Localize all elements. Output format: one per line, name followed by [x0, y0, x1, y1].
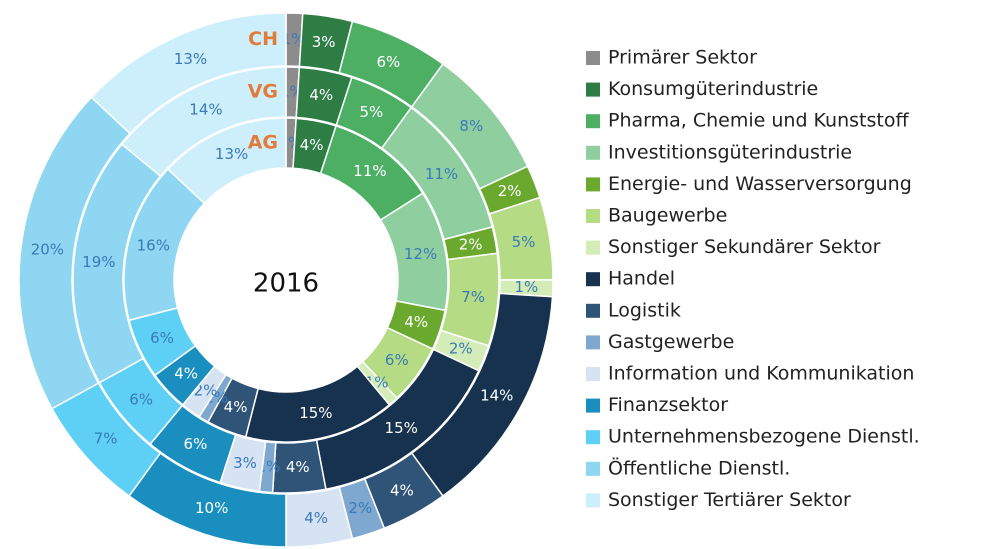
legend-swatch	[586, 461, 600, 476]
data-label: 2%	[449, 340, 473, 358]
legend-label: Logistik	[608, 299, 681, 321]
data-label: 3%	[312, 33, 336, 51]
legend-swatch	[586, 82, 600, 97]
data-label: 4%	[300, 136, 324, 154]
data-label: 10%	[195, 499, 228, 517]
ring-label: VG	[248, 81, 278, 103]
data-label: 14%	[480, 386, 513, 404]
data-label: 4%	[224, 398, 248, 416]
data-label: 6%	[385, 351, 409, 369]
legend-label: Pharma, Chemie und Kunststoff	[608, 110, 909, 132]
data-label: 13%	[215, 145, 248, 163]
data-label: 2%	[459, 235, 483, 253]
data-label: 4%	[390, 481, 414, 499]
data-label: 19%	[82, 253, 115, 271]
legend-label: Unternehmensbezogene Dienstl.	[608, 426, 920, 448]
legend-swatch	[586, 177, 600, 192]
data-label: 2%	[498, 182, 522, 200]
data-label: 5%	[359, 103, 383, 121]
data-label: 12%	[404, 245, 437, 263]
legend-swatch	[586, 114, 600, 129]
legend-swatch	[586, 398, 600, 413]
legend-swatch	[586, 303, 600, 318]
data-label: 4%	[309, 86, 333, 104]
data-label: 3%	[233, 454, 257, 472]
legend-swatch	[586, 335, 600, 350]
legend-label: Baugewerbe	[608, 205, 727, 227]
data-label: 13%	[174, 50, 207, 68]
legend-swatch	[586, 240, 600, 255]
legend-label: Investitionsgüterindustrie	[608, 141, 852, 163]
data-label: 11%	[425, 165, 458, 183]
legend-label: Information und Kommunikation	[608, 363, 914, 385]
legend-label: Primärer Sektor	[608, 47, 757, 69]
legend-swatch	[586, 272, 600, 287]
legend-swatch	[586, 367, 600, 381]
legend-label: Sonstiger Tertiärer Sektor	[608, 489, 851, 511]
data-label: 4%	[174, 364, 198, 382]
legend-label: Gastgewerbe	[608, 331, 734, 353]
data-label: 6%	[377, 53, 401, 71]
data-label: 4%	[286, 458, 310, 476]
data-label: 5%	[512, 233, 536, 251]
legend-swatch	[586, 493, 600, 508]
legend-label: Sonstiger Sekundärer Sektor	[608, 236, 881, 258]
legend-label: Energie- und Wasserversorgung	[608, 173, 912, 195]
ring-label: CH	[248, 28, 278, 50]
donut-segment	[166, 117, 287, 205]
data-label: 4%	[304, 509, 328, 527]
data-label: 20%	[31, 240, 64, 258]
legend-swatch	[586, 51, 600, 65]
data-label: 6%	[150, 329, 174, 347]
ring-label: AG	[248, 132, 278, 154]
donut-segment	[120, 66, 287, 178]
data-label: 6%	[184, 435, 208, 453]
data-label: 15%	[299, 404, 332, 422]
legend-label: Finanzsektor	[608, 394, 728, 416]
data-label: 8%	[459, 117, 483, 135]
data-label: 14%	[189, 100, 222, 118]
legend-swatch	[586, 209, 600, 223]
legend-label: Konsumgüterindustrie	[608, 78, 818, 100]
donut-segment	[90, 12, 287, 135]
data-label: 6%	[129, 390, 153, 408]
data-label: 2%	[348, 499, 372, 517]
data-label: 2%	[194, 381, 218, 399]
center-label: 2016	[253, 269, 319, 299]
data-label: 11%	[353, 162, 386, 180]
legend-label: Öffentliche Dienstl.	[608, 456, 790, 479]
data-label: 7%	[461, 288, 485, 306]
legend-swatch	[586, 145, 600, 160]
data-label: 4%	[404, 313, 428, 331]
data-label: 1%	[282, 30, 306, 48]
data-label: 1%	[514, 278, 538, 296]
data-label: 15%	[385, 419, 418, 437]
legend-label: Handel	[608, 268, 675, 290]
data-label: 16%	[137, 236, 170, 254]
data-label: 7%	[94, 430, 118, 448]
legend-swatch	[586, 430, 600, 445]
